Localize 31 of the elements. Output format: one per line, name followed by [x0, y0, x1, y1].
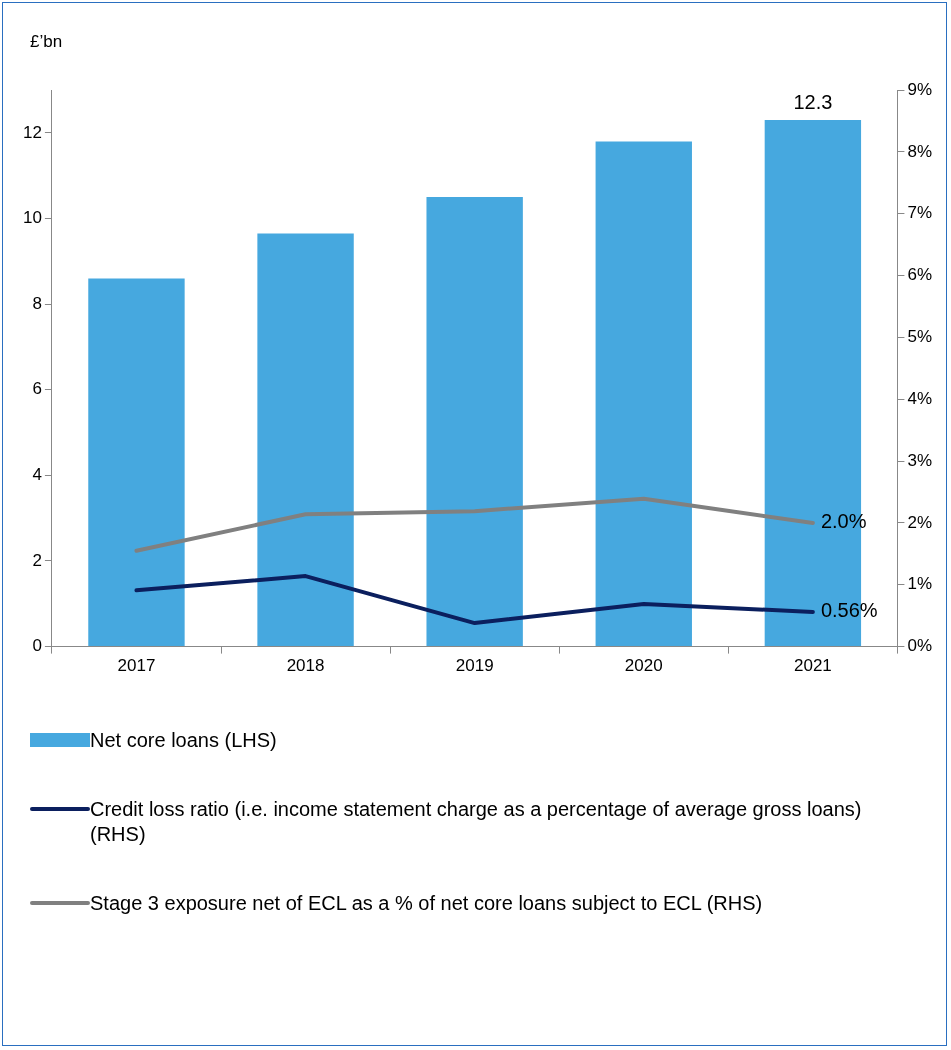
x-tick-label: 2020	[624, 656, 663, 676]
y2-tick-label: 6%	[907, 265, 933, 285]
y-tick-label: 6	[32, 379, 42, 399]
x-tick-label: 2017	[117, 656, 156, 676]
y2-tick-label: 2%	[907, 512, 933, 532]
bar	[426, 197, 523, 647]
y-axis-title: £’bn	[30, 32, 63, 52]
x-tick-label: 2018	[286, 656, 325, 676]
y2-tick-label: 8%	[907, 141, 933, 161]
y2-tick-label: 9%	[907, 79, 933, 99]
bar	[595, 141, 692, 647]
data-label: 12.3	[793, 91, 833, 114]
x-tick-label: 2021	[793, 656, 832, 676]
bar	[88, 278, 185, 647]
y-tick-label: 10	[22, 208, 42, 228]
x-tick-label: 2019	[455, 656, 494, 676]
y-tick-label: 2	[32, 550, 42, 570]
legend-label: Credit loss ratio (i.e. income statement charge as a percentage of average gross loans) (RHS)	[90, 797, 863, 847]
legend-label: Net core loans (LHS)	[90, 728, 277, 753]
y-tick-label: 12	[22, 122, 42, 142]
legend-label: Stage 3 exposure net of ECL as a % of net core loans subject to ECL (RHS)	[90, 891, 763, 916]
y2-tick-label: 4%	[907, 388, 933, 408]
y-tick-label: 8	[32, 293, 42, 313]
y2-tick-label: 1%	[907, 574, 933, 594]
y2-tick-label: 0%	[907, 636, 933, 656]
y2-tick-label: 7%	[907, 203, 933, 223]
y2-tick-label: 3%	[907, 450, 933, 470]
y2-tick-label: 5%	[907, 327, 933, 347]
y-tick-label: 0	[32, 636, 42, 656]
y-tick-label: 4	[32, 465, 42, 485]
bar	[257, 233, 354, 647]
